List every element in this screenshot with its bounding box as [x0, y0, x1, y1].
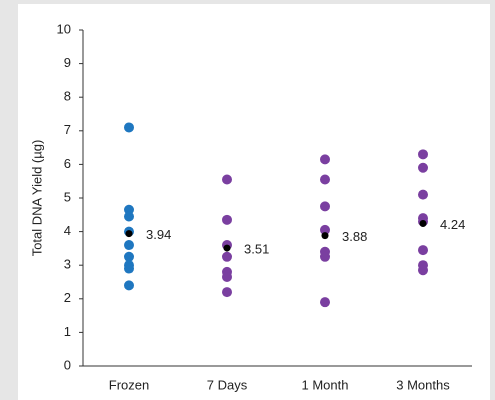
chart-panel — [18, 4, 490, 400]
x-tick-label: 3 Months — [396, 377, 450, 392]
data-point — [320, 251, 330, 262]
y-tick-label: 0 — [64, 357, 71, 372]
data-point — [124, 122, 134, 133]
x-tick-label: Frozen — [109, 377, 149, 392]
data-point — [124, 251, 134, 262]
y-axis-label: Total DNA Yield (µg) — [29, 140, 44, 257]
y-tick-label: 6 — [64, 156, 71, 171]
data-point — [222, 287, 232, 298]
data-point — [124, 263, 134, 274]
data-point — [320, 154, 330, 165]
y-tick-label: 8 — [64, 89, 71, 104]
x-tick-label: 1 Month — [302, 377, 349, 392]
y-tick-label: 4 — [64, 223, 71, 238]
data-point — [222, 214, 232, 225]
y-tick-label: 7 — [64, 122, 71, 137]
mean-point — [419, 220, 427, 228]
y-tick-label: 5 — [64, 189, 71, 204]
data-point — [320, 201, 330, 212]
mean-label: 4.24 — [440, 217, 465, 232]
y-tick-label: 9 — [64, 55, 71, 70]
data-point — [320, 224, 330, 235]
data-point — [418, 162, 428, 173]
mean-label: 3.94 — [146, 227, 171, 242]
y-tick-label: 1 — [64, 324, 71, 339]
y-tick-label: 2 — [64, 290, 71, 305]
mean-point — [223, 244, 231, 252]
data-point — [418, 189, 428, 200]
mean-label: 3.51 — [244, 242, 269, 257]
data-point — [418, 265, 428, 276]
mean-point — [321, 232, 329, 240]
data-point — [418, 149, 428, 160]
data-point — [320, 174, 330, 185]
mean-point — [125, 230, 133, 238]
data-point — [418, 245, 428, 256]
data-point — [222, 271, 232, 282]
data-point — [124, 211, 134, 222]
data-point — [124, 240, 134, 251]
mean-label: 3.88 — [342, 229, 367, 244]
x-tick-label: 7 Days — [207, 377, 248, 392]
data-point — [124, 280, 134, 291]
data-point — [222, 174, 232, 185]
y-tick-label: 10 — [57, 21, 71, 36]
y-tick-label: 3 — [64, 257, 71, 272]
data-point — [222, 251, 232, 262]
data-point — [320, 297, 330, 308]
